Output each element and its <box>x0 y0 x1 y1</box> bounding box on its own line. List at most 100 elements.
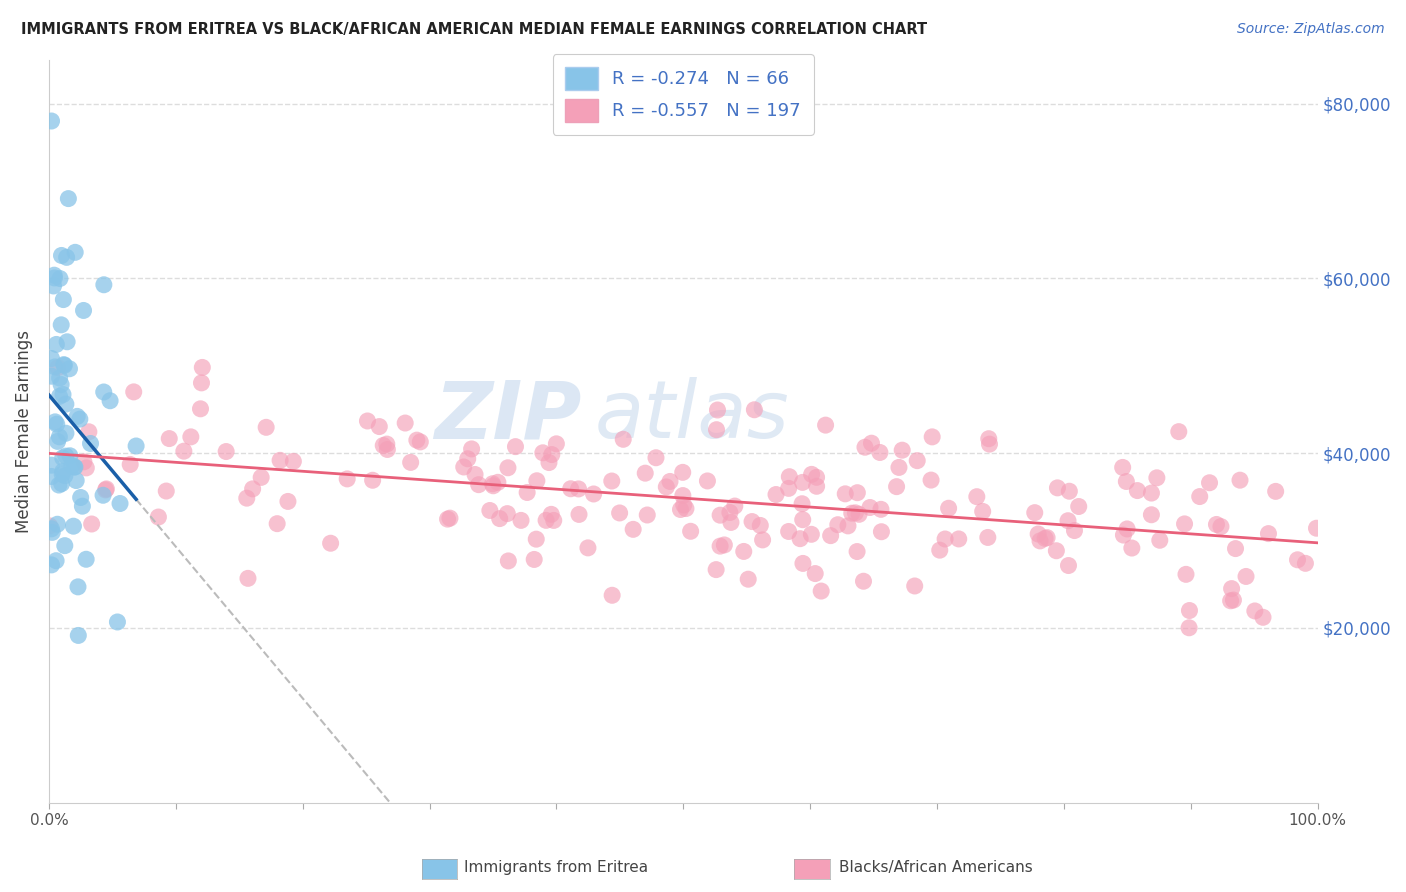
Point <box>612 432 634 446</box>
Point <box>672 489 695 503</box>
Point <box>478 503 501 517</box>
Point <box>938 501 960 516</box>
Point <box>827 517 849 532</box>
Text: atlas: atlas <box>595 377 789 455</box>
Point <box>837 519 859 533</box>
Point <box>645 450 668 465</box>
Point <box>41 351 63 366</box>
Point <box>46 434 69 449</box>
Point <box>1205 517 1227 532</box>
Point <box>718 506 741 520</box>
Point <box>96 482 118 496</box>
Point <box>1111 460 1133 475</box>
Point <box>540 508 562 522</box>
Point <box>55 397 77 411</box>
Point <box>1140 486 1163 500</box>
Point <box>870 502 893 516</box>
Point <box>636 508 658 522</box>
Point <box>496 507 519 521</box>
Point <box>58 192 80 206</box>
Point <box>59 449 82 463</box>
Point <box>69 491 91 505</box>
Point <box>62 519 84 533</box>
Point <box>48 389 70 403</box>
Point <box>749 518 772 533</box>
Point <box>804 566 827 581</box>
Point <box>48 478 70 492</box>
Point <box>250 470 273 484</box>
Point <box>853 440 876 454</box>
Point <box>966 490 988 504</box>
Point <box>405 433 427 447</box>
Point <box>41 525 63 540</box>
Point <box>1178 603 1201 617</box>
Point <box>659 475 682 489</box>
Point <box>886 480 908 494</box>
Legend: R = -0.274   N = 66, R = -0.557   N = 197: R = -0.274 N = 66, R = -0.557 N = 197 <box>553 54 814 135</box>
Point <box>44 359 66 374</box>
Point <box>56 334 79 349</box>
Point <box>1057 558 1080 573</box>
Point <box>891 443 914 458</box>
Point <box>1045 543 1067 558</box>
Point <box>190 401 212 416</box>
Point <box>765 487 787 501</box>
Point <box>1057 514 1080 528</box>
Point <box>844 506 866 520</box>
Point <box>841 506 863 520</box>
Point <box>568 508 591 522</box>
Point <box>498 554 520 568</box>
Point <box>600 474 623 488</box>
Point <box>1173 516 1195 531</box>
Point <box>173 444 195 458</box>
Point <box>361 473 384 487</box>
Point <box>744 402 766 417</box>
Point <box>1036 531 1059 545</box>
Point <box>481 476 503 491</box>
Point <box>453 460 475 475</box>
Point <box>55 426 77 441</box>
Point <box>283 454 305 468</box>
Point <box>467 477 489 491</box>
Point <box>482 479 505 493</box>
Point <box>93 277 115 292</box>
Point <box>60 458 83 473</box>
Point <box>852 574 875 589</box>
Point <box>1219 594 1241 608</box>
Point <box>609 506 631 520</box>
Point <box>679 524 702 539</box>
Point <box>52 465 75 479</box>
Point <box>399 455 422 469</box>
Point <box>377 442 399 457</box>
Point <box>75 552 97 566</box>
Point <box>778 482 800 496</box>
Point <box>733 544 755 558</box>
Point <box>52 450 75 465</box>
Point <box>157 432 180 446</box>
Point <box>190 376 212 390</box>
Point <box>55 449 77 463</box>
Point <box>887 460 910 475</box>
Point <box>928 543 950 558</box>
Point <box>1175 567 1198 582</box>
Point <box>724 499 747 513</box>
Point <box>655 480 678 494</box>
Point <box>1229 473 1251 487</box>
Point <box>523 552 546 566</box>
Point <box>537 456 560 470</box>
Point <box>789 532 811 546</box>
Point <box>1146 471 1168 485</box>
Point <box>52 358 75 372</box>
Point <box>53 359 76 373</box>
Point <box>49 377 72 392</box>
Point <box>108 496 131 510</box>
Point <box>972 504 994 518</box>
Point <box>38 519 60 533</box>
Point <box>269 453 291 467</box>
Point <box>1140 508 1163 522</box>
Text: Source: ZipAtlas.com: Source: ZipAtlas.com <box>1237 22 1385 37</box>
Point <box>741 515 763 529</box>
Point <box>41 469 63 483</box>
Point <box>46 517 69 532</box>
Point <box>1115 475 1137 489</box>
